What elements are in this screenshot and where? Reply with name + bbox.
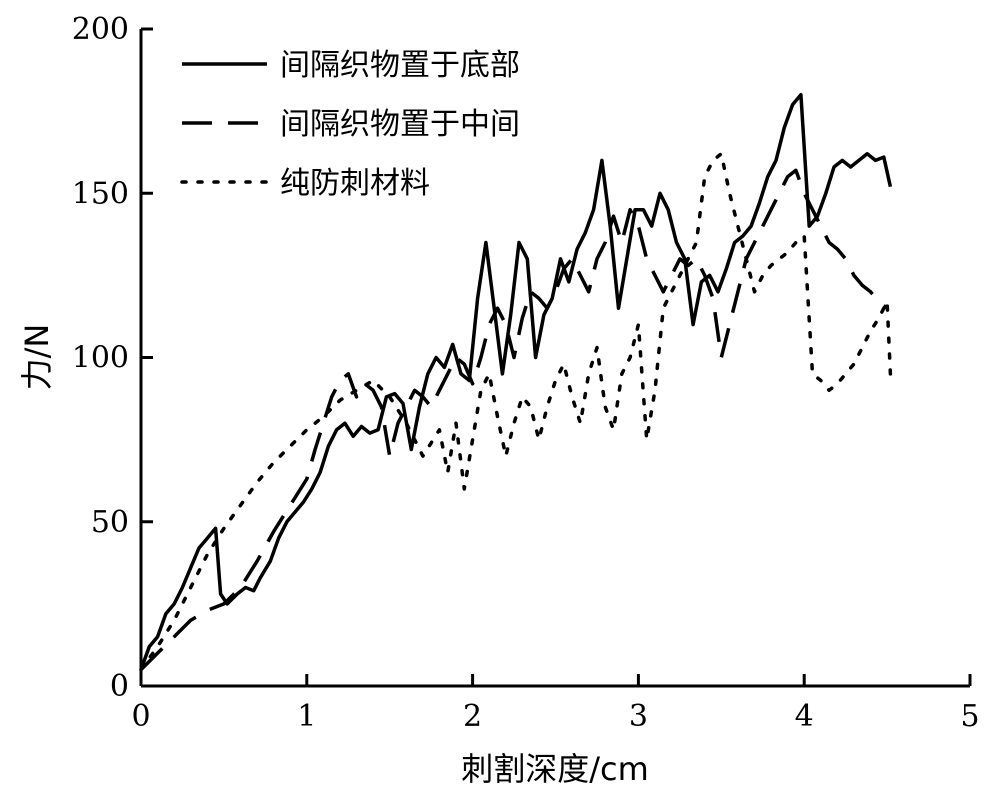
y-axis-title: 力/N (18, 324, 56, 391)
x-tick-label: 2 (463, 699, 482, 734)
series-group (139, 92, 893, 672)
y-tick-label: 200 (72, 12, 129, 47)
y-tick-label: 150 (72, 176, 129, 211)
x-tick-label: 0 (131, 699, 150, 734)
legend-label-1: 间隔织物置于底部 (280, 48, 520, 83)
series-line-1 (139, 92, 893, 671)
y-tick-label: 0 (110, 669, 129, 704)
x-tick-label: 4 (795, 699, 814, 734)
x-axis-title: 刺割深度/cm (461, 750, 649, 788)
y-tick-label: 100 (72, 341, 129, 376)
series-line-3 (139, 152, 893, 672)
x-tick-label: 3 (629, 699, 648, 734)
legend-label-3: 纯防刺材料 (280, 166, 430, 201)
x-tick-label: 5 (960, 699, 979, 734)
y-tick-label: 50 (91, 505, 129, 540)
legend-label-2: 间隔织物置于中间 (280, 107, 520, 142)
series-line-2 (139, 168, 889, 671)
x-tick-label: 1 (297, 699, 316, 734)
